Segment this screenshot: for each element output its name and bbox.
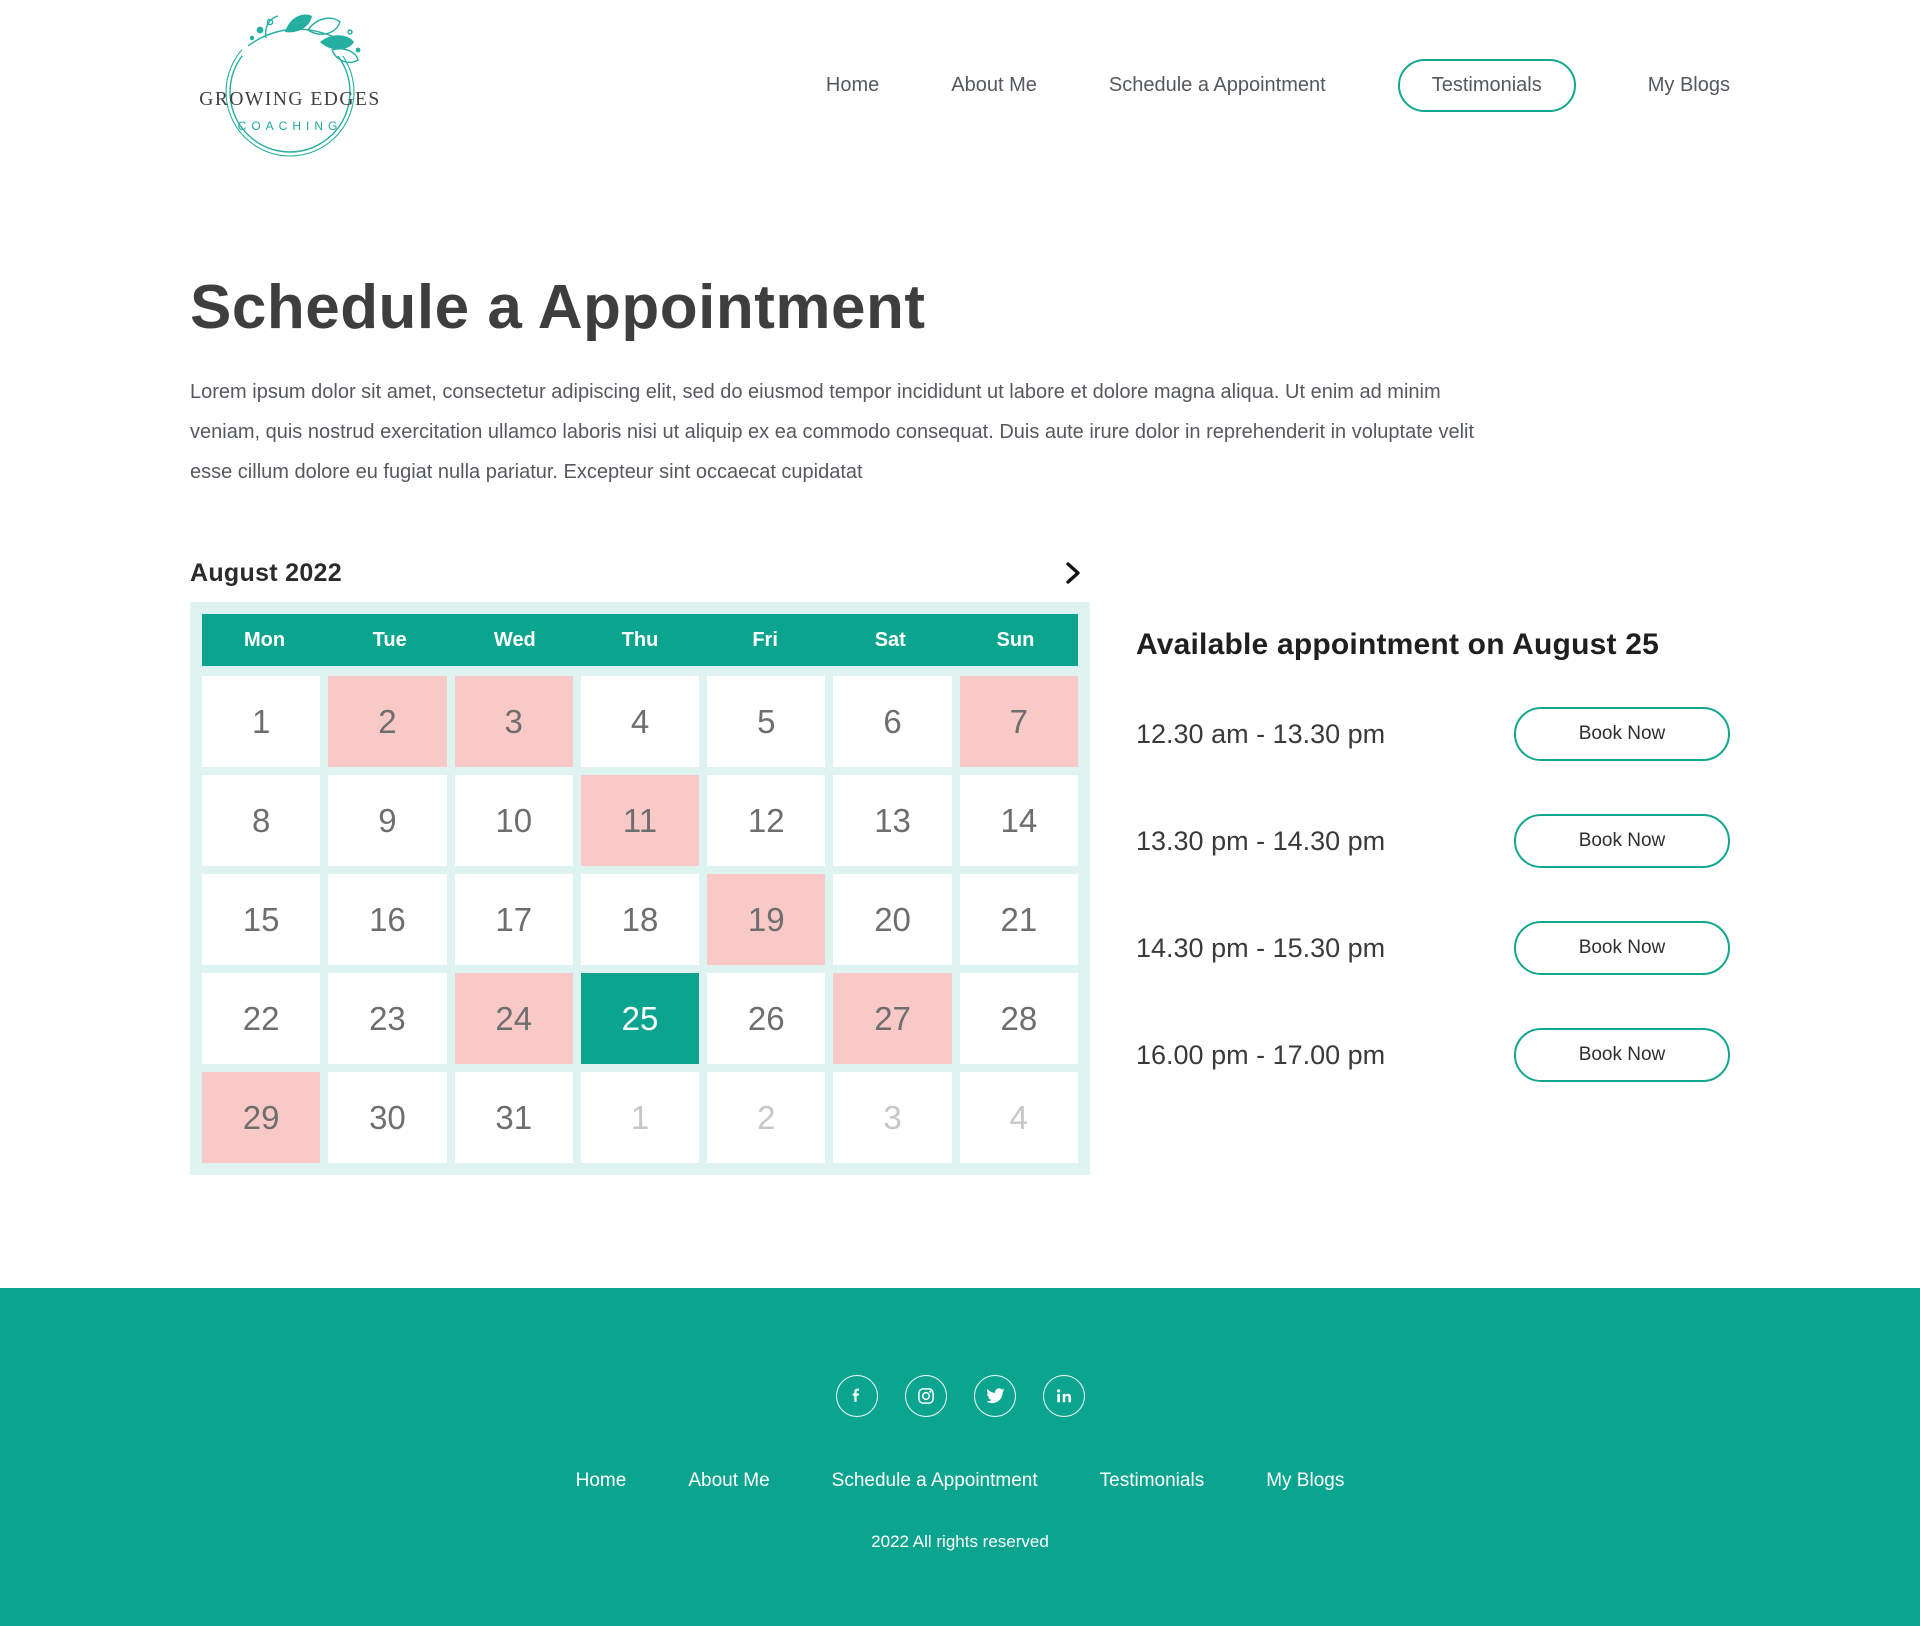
nav-item-schedule-appointment[interactable]: Schedule a Appointment (1108, 73, 1326, 96)
day-header: Wed (493, 628, 536, 651)
calendar-day[interactable]: 1 (580, 1072, 700, 1163)
calendar-month-label: August 2022 (190, 558, 342, 587)
footer-nav: Home About Me Schedule a Appointment Tes… (576, 1470, 1345, 1492)
main-nav: Home About Me Schedule a Appointment Tes… (825, 58, 1730, 112)
day-header: Thu (621, 628, 659, 651)
slot-time: 14.30 pm - 15.30 pm (1136, 932, 1386, 963)
appointments-heading: Available appointment on August 25 (1136, 628, 1659, 661)
calendar-day[interactable]: 24 (454, 973, 573, 1064)
calendar-grid: 1 2 3 4 5 6 7 8 9 10 11 12 13 14 15 16 1 (202, 676, 1078, 1163)
calendar-day[interactable]: 13 (833, 775, 952, 866)
nav-item-home[interactable]: Home (825, 73, 880, 96)
linkedin-link[interactable] (1042, 1375, 1085, 1417)
chevron-right-icon (1066, 562, 1080, 584)
facebook-link[interactable] (835, 1375, 878, 1417)
calendar-day[interactable]: 3 (833, 1072, 952, 1163)
calendar-day[interactable]: 12 (707, 775, 826, 866)
calendar-day[interactable]: 2 (707, 1072, 826, 1163)
appointments-panel: Available appointment on August 25 12.30… (1136, 556, 1730, 1175)
calendar-day[interactable]: 25 (580, 973, 700, 1064)
calendar-next-month-button[interactable] (1056, 556, 1090, 590)
calendar-day[interactable]: 4 (580, 676, 700, 767)
calendar-day[interactable]: 28 (959, 973, 1078, 1064)
logo-leaves (247, 14, 361, 64)
social-links (835, 1375, 1085, 1417)
footer-link-home[interactable]: Home (575, 1470, 627, 1491)
calendar-day[interactable]: 30 (328, 1072, 447, 1163)
logo-mark: GROWING EDGES COACHING (199, 12, 380, 157)
calendar-day[interactable]: 14 (959, 775, 1078, 866)
calendar-day[interactable]: 7 (959, 676, 1078, 767)
day-header: Mon (244, 628, 286, 651)
day-header: Sun (996, 628, 1035, 651)
nav-item-my-blogs[interactable]: My Blogs (1647, 73, 1730, 96)
calendar-day[interactable]: 22 (202, 973, 321, 1064)
calendar-day[interactable]: 6 (833, 676, 952, 767)
logo-subtitle-text: COACHING (238, 119, 343, 133)
day-header: Tue (372, 628, 407, 651)
calendar-day[interactable]: 15 (202, 874, 321, 965)
calendar-day[interactable]: 8 (202, 775, 321, 866)
book-now-button[interactable]: Book Now (1514, 707, 1730, 761)
calendar-day[interactable]: 3 (454, 676, 573, 767)
day-header: Sat (874, 628, 906, 651)
calendar-day[interactable]: 23 (328, 973, 447, 1064)
calendar-box: Mon Tue Wed Thu Fri Sat Sun 1 2 3 4 5 6 … (190, 602, 1090, 1175)
calendar: August 2022 Mon Tue Wed Thu Fri Sat Sun (190, 556, 1090, 1175)
footer-link-testimonials[interactable]: Testimonials (1099, 1470, 1205, 1491)
calendar-day[interactable]: 5 (707, 676, 826, 767)
instagram-icon (917, 1388, 934, 1404)
brand-logo[interactable]: GROWING EDGES COACHING (190, 4, 390, 166)
site-header: GROWING EDGES COACHING Home About Me Sch… (0, 0, 1920, 170)
calendar-day[interactable]: 4 (959, 1072, 1078, 1163)
linkedin-icon (1056, 1389, 1071, 1403)
instagram-link[interactable] (904, 1375, 947, 1417)
slot-time: 12.30 am - 13.30 pm (1136, 718, 1386, 749)
calendar-day[interactable]: 19 (707, 874, 826, 965)
nav-item-testimonials[interactable]: Testimonials (1397, 58, 1576, 112)
nav-item-about-me[interactable]: About Me (951, 73, 1037, 96)
site-footer: Home About Me Schedule a Appointment Tes… (0, 1288, 1920, 1626)
intro-paragraph: Lorem ipsum dolor sit amet, consectetur … (190, 381, 1475, 483)
logo-name-text: GROWING EDGES (199, 89, 380, 110)
footer-link-schedule-appointment[interactable]: Schedule a Appointment (831, 1470, 1038, 1491)
page-title: Schedule a Appointment (190, 273, 926, 342)
day-header: Fri (752, 628, 778, 651)
footer-link-about-me[interactable]: About Me (688, 1470, 770, 1491)
appointment-slot: 16.00 pm - 17.00 pm Book Now (1136, 1028, 1730, 1082)
calendar-day[interactable]: 11 (580, 775, 700, 866)
twitter-link[interactable] (973, 1375, 1016, 1417)
calendar-day[interactable]: 10 (454, 775, 573, 866)
book-now-button[interactable]: Book Now (1514, 921, 1730, 975)
appointment-slot: 13.30 pm - 14.30 pm Book Now (1136, 814, 1730, 868)
calendar-day[interactable]: 1 (202, 676, 321, 767)
slot-time: 16.00 pm - 17.00 pm (1136, 1039, 1386, 1070)
calendar-day[interactable]: 26 (707, 973, 826, 1064)
book-now-button[interactable]: Book Now (1514, 1028, 1730, 1082)
calendar-day[interactable]: 17 (454, 874, 573, 965)
book-now-button[interactable]: Book Now (1514, 814, 1730, 868)
footer-link-my-blogs[interactable]: My Blogs (1266, 1470, 1345, 1491)
appointment-slot: 12.30 am - 13.30 pm Book Now (1136, 707, 1730, 761)
twitter-icon (985, 1388, 1005, 1404)
main-content: Schedule a Appointment Lorem ipsum dolor… (0, 270, 1920, 1175)
calendar-day[interactable]: 31 (454, 1072, 573, 1163)
calendar-day[interactable]: 20 (833, 874, 952, 965)
calendar-day[interactable]: 9 (328, 775, 447, 866)
calendar-day[interactable]: 2 (328, 676, 447, 767)
calendar-day-headers: Mon Tue Wed Thu Fri Sat Sun (202, 614, 1078, 666)
calendar-day[interactable]: 29 (202, 1072, 321, 1163)
appointment-slot: 14.30 pm - 15.30 pm Book Now (1136, 921, 1730, 975)
calendar-day[interactable]: 27 (833, 973, 952, 1064)
calendar-day[interactable]: 18 (580, 874, 700, 965)
facebook-icon (852, 1388, 859, 1402)
calendar-day[interactable]: 21 (959, 874, 1078, 965)
copyright-text: 2022 All rights reserved (871, 1532, 1049, 1551)
calendar-day[interactable]: 16 (328, 874, 447, 965)
slot-time: 13.30 pm - 14.30 pm (1136, 825, 1386, 856)
